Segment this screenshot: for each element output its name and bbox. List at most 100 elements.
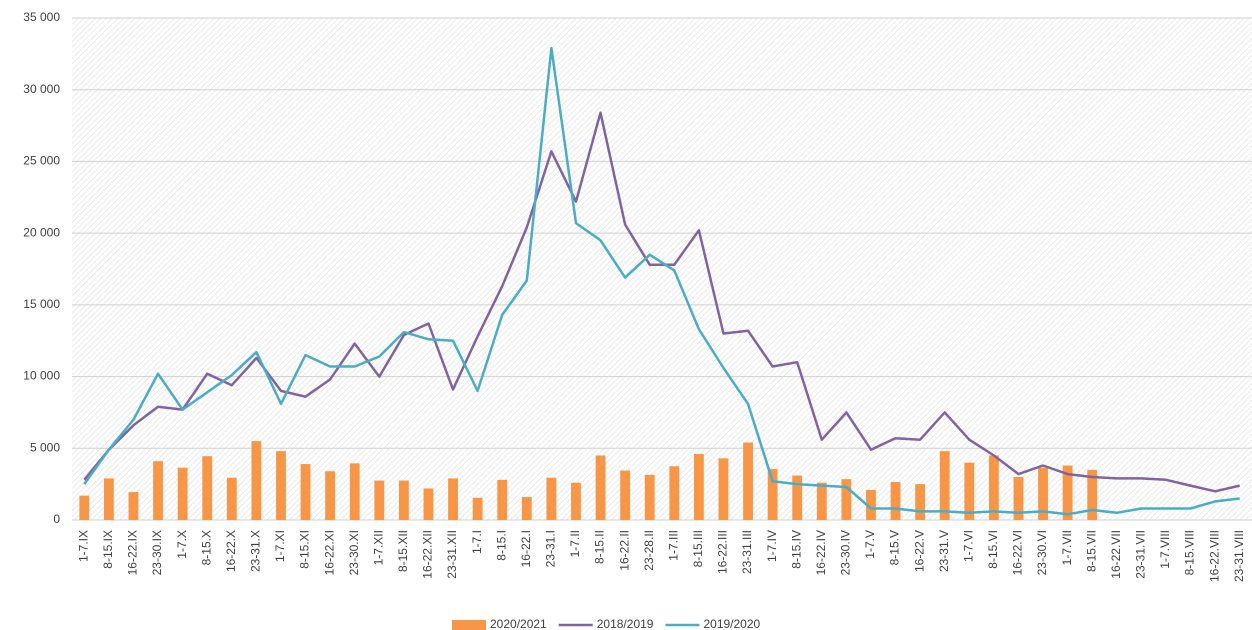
x-tick-label: 1-7.I [470,530,484,554]
legend-label: 2020/2021 [490,617,547,630]
bar [349,463,360,520]
bar [620,470,631,520]
x-tick-label: 23-31.VII [1134,530,1148,579]
x-tick-label: 23-31.VIII [1232,530,1246,582]
y-tick-label: 35 000 [23,10,60,24]
bar [988,455,999,520]
bar [472,497,483,520]
bar [202,456,213,520]
legend-label: 2018/2019 [597,617,654,630]
bar [153,461,163,520]
x-tick-label: 23-30.XI [347,530,361,575]
bar [128,492,139,520]
x-tick-label: 8-15.III [691,530,705,567]
line [83,111,1240,493]
x-tick-label: 16-22.IV [814,530,828,575]
y-tick-label: 20 000 [23,225,60,239]
bar [939,451,950,520]
x-tick-label: 8-15.IX [101,530,115,569]
x-tick-label: 16-22.VI [1011,530,1025,575]
x-tick-label: 1-7.IX [76,530,90,562]
bar [693,454,704,520]
x-tick-label: 1-7.XII [371,530,385,565]
bar [718,458,729,520]
bar [79,495,90,520]
y-tick-label: 15 000 [23,297,60,311]
bar [964,462,975,520]
y-tick-label: 10 000 [23,369,60,383]
x-tick-label: 23-31.X [249,530,263,572]
bar [841,479,852,520]
x-tick-label: 8-15.XI [298,530,312,569]
bar [423,488,434,520]
bar [276,451,286,520]
x-tick-label: 16-22.III [716,530,730,574]
bar [521,497,532,520]
x-tick-label: 16-22.V [912,530,926,572]
plot-background [72,18,1252,520]
x-tick-label: 1-7.III [666,530,680,561]
x-tick-label: 23-31.I [544,530,558,567]
line [83,46,1240,516]
x-tick-label: 16-22.VIII [1207,530,1221,582]
bar [866,489,876,520]
x-tick-label: 8-15.II [593,530,607,564]
x-tick-label: 8-15.XII [396,530,410,572]
x-tick-label: 8-15.IV [789,530,803,569]
bar [103,478,114,520]
bar [571,482,581,520]
x-tick-label: 1-7.X [175,530,189,559]
x-tick-label: 1-7.V [863,530,877,559]
x-tick-label: 23-30.IV [839,530,853,575]
x-tick-label: 23-28.II [642,530,656,571]
x-tick-label: 1-7.VII [1060,530,1074,565]
bar [546,477,557,520]
x-tick-label: 8-15.X [199,530,213,565]
bar [1062,465,1073,520]
y-tick-label: 5 000 [30,440,60,454]
x-tick-label: 16-22.VII [1109,530,1123,579]
bar [792,475,803,520]
bar [915,484,926,520]
bar [767,469,778,520]
x-tick-label: 23-31.V [937,530,951,572]
bar [497,479,508,520]
x-tick-label: 16-22.I [519,530,533,567]
bar [595,455,606,520]
bar [644,474,655,520]
x-tick-label: 1-7.IV [765,530,779,562]
x-tick-label: 1-7.VI [961,530,975,562]
y-tick-label: 25 000 [23,154,60,168]
bar [1087,469,1098,520]
x-tick-label: 8-15.VI [986,530,1000,569]
x-tick-label: 16-22.XII [421,530,435,579]
x-tick-label: 16-22.XI [322,530,336,575]
x-tick-label: 23-30.VI [1035,530,1049,575]
x-tick-label: 8-15.VII [1084,530,1098,572]
legend-swatch [452,620,486,630]
y-tick-label: 30 000 [23,82,60,96]
legend-label: 2019/2020 [703,617,760,630]
bar [816,482,827,520]
bar [743,442,753,520]
bar [251,441,262,520]
bar [374,480,385,520]
x-tick-label: 16-22.IX [126,530,140,575]
x-tick-label: 23-31.XII [445,530,459,579]
bar [448,478,458,520]
bar [325,471,336,520]
bar [890,481,901,520]
bar [1038,467,1048,520]
x-tick-label: 8-15.I [494,530,508,561]
x-tick-label: 16-22.X [224,530,238,572]
x-tick-label: 1-7.II [568,530,582,557]
bar [1013,476,1024,520]
bar [398,480,409,520]
x-tick-label: 23-31.III [740,530,754,574]
x-tick-label: 16-22.II [617,530,631,571]
y-tick-label: 0 [53,512,60,526]
x-tick-label: 23-30.IX [150,530,164,575]
bar [669,466,680,520]
x-tick-label: 1-7.XI [273,530,287,562]
